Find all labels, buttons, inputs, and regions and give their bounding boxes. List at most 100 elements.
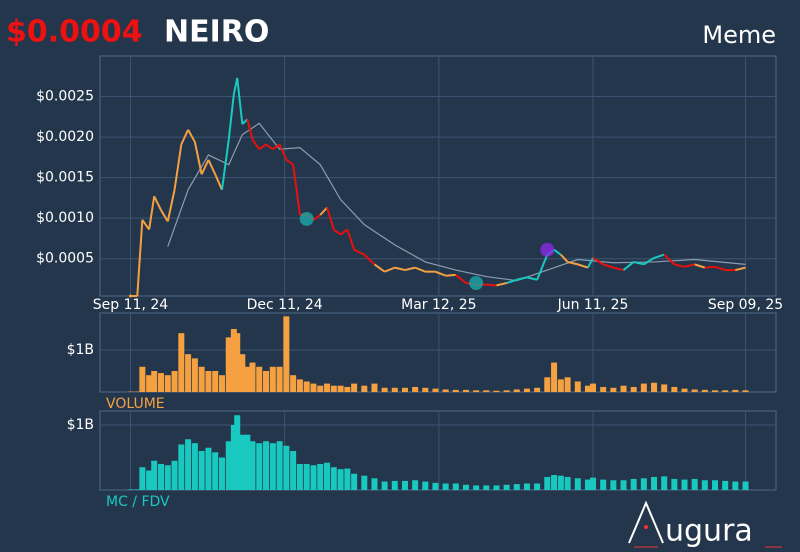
price-segment bbox=[455, 274, 467, 284]
volume-bar bbox=[171, 370, 178, 392]
volume-bar bbox=[620, 385, 627, 392]
mc-bar bbox=[640, 478, 647, 490]
price-segment bbox=[516, 276, 528, 281]
volume-bar bbox=[344, 386, 351, 392]
volume-bar bbox=[269, 366, 276, 392]
y-tick-label: $1B bbox=[67, 342, 94, 358]
volume-bar bbox=[249, 362, 256, 392]
mc-bar bbox=[127, 489, 134, 490]
y-tick-label: $0.0020 bbox=[36, 129, 94, 145]
volume-bar bbox=[283, 316, 290, 392]
price-segment bbox=[553, 248, 562, 256]
mc-bar bbox=[557, 475, 564, 490]
mc-bar bbox=[230, 424, 237, 490]
price-panel bbox=[99, 55, 777, 297]
mc-bar bbox=[432, 482, 439, 490]
mc-bar bbox=[651, 476, 658, 490]
price-segment bbox=[278, 143, 288, 161]
mc-bar bbox=[205, 447, 212, 490]
volume-bar bbox=[151, 370, 158, 392]
price-segment bbox=[220, 139, 230, 190]
mc-bar bbox=[157, 463, 164, 490]
volume-bar bbox=[661, 384, 668, 392]
mc-bar bbox=[139, 467, 146, 490]
price-segment bbox=[404, 266, 416, 272]
price-segment bbox=[187, 129, 196, 143]
volume-bar bbox=[732, 389, 739, 392]
mc-bar bbox=[462, 484, 469, 490]
price-segment bbox=[506, 278, 518, 284]
price-segment bbox=[153, 195, 162, 211]
mc-bar bbox=[600, 479, 607, 490]
price-segment bbox=[643, 257, 655, 266]
volume-bar bbox=[263, 370, 270, 392]
mc-bar bbox=[691, 478, 698, 490]
price-segment bbox=[663, 253, 676, 266]
mc-bar bbox=[198, 450, 205, 490]
mc-bar bbox=[590, 477, 597, 490]
price-segment bbox=[136, 219, 144, 297]
volume-bar bbox=[493, 390, 500, 392]
price-segment bbox=[567, 260, 579, 266]
mc-bar bbox=[381, 481, 388, 490]
price-segment bbox=[285, 158, 294, 166]
mc-bar bbox=[661, 476, 668, 490]
price-segment bbox=[339, 228, 348, 236]
volume-bar bbox=[178, 333, 185, 392]
mc-bar bbox=[534, 483, 541, 490]
price-segment bbox=[148, 196, 156, 230]
price-segment bbox=[445, 273, 456, 277]
price-segment bbox=[653, 253, 665, 259]
price-segment bbox=[207, 159, 217, 175]
mc-bar bbox=[351, 473, 358, 490]
price-segment bbox=[166, 189, 176, 222]
mc-bar bbox=[473, 485, 480, 490]
volume-bar bbox=[205, 370, 212, 392]
y-tick-label: $0.0010 bbox=[36, 210, 94, 226]
logo: ugura bbox=[628, 500, 782, 549]
volume-bar bbox=[722, 390, 729, 392]
price-segment bbox=[486, 283, 497, 287]
volume-bar bbox=[317, 385, 324, 392]
mc-bar bbox=[422, 481, 429, 490]
mc-bar bbox=[296, 463, 303, 490]
y-tick-label: $0.0005 bbox=[36, 251, 94, 267]
x-tick-label: Mar 12, 25 bbox=[401, 297, 476, 313]
price-segment bbox=[160, 209, 169, 222]
volume-bar bbox=[391, 387, 398, 392]
volume-bar bbox=[230, 328, 237, 392]
volume-bar bbox=[239, 354, 246, 392]
volume-bar bbox=[503, 390, 510, 392]
price-segment bbox=[265, 143, 274, 151]
volume-bar bbox=[557, 379, 564, 392]
mc-bar bbox=[361, 475, 368, 490]
volume-bar bbox=[303, 381, 310, 392]
mc-bar bbox=[185, 439, 192, 490]
price-segment bbox=[414, 266, 426, 273]
mc-bar bbox=[171, 460, 178, 490]
price-segment bbox=[292, 164, 301, 216]
event-marker bbox=[469, 276, 484, 291]
price-segment bbox=[373, 263, 386, 273]
mc-bar bbox=[503, 484, 510, 490]
mc-bar bbox=[344, 468, 351, 490]
price-segment bbox=[312, 214, 321, 221]
price-segment bbox=[173, 144, 183, 190]
volume-bar bbox=[351, 383, 358, 392]
x-tick-label: Jun 11, 25 bbox=[557, 297, 629, 313]
price-segment bbox=[560, 253, 569, 263]
mc-bar bbox=[610, 480, 617, 490]
price-segment bbox=[714, 265, 726, 272]
price-segment bbox=[536, 254, 549, 281]
moving-average bbox=[167, 122, 746, 282]
price-segment bbox=[496, 282, 507, 287]
mc-bar bbox=[551, 475, 558, 490]
price-segment bbox=[246, 118, 254, 140]
mc-bar bbox=[290, 450, 297, 490]
price-segment bbox=[633, 260, 645, 266]
volume-bar bbox=[164, 375, 171, 392]
volume-bar bbox=[191, 358, 198, 392]
mc-bar bbox=[442, 483, 449, 490]
mc-bar bbox=[584, 479, 591, 490]
